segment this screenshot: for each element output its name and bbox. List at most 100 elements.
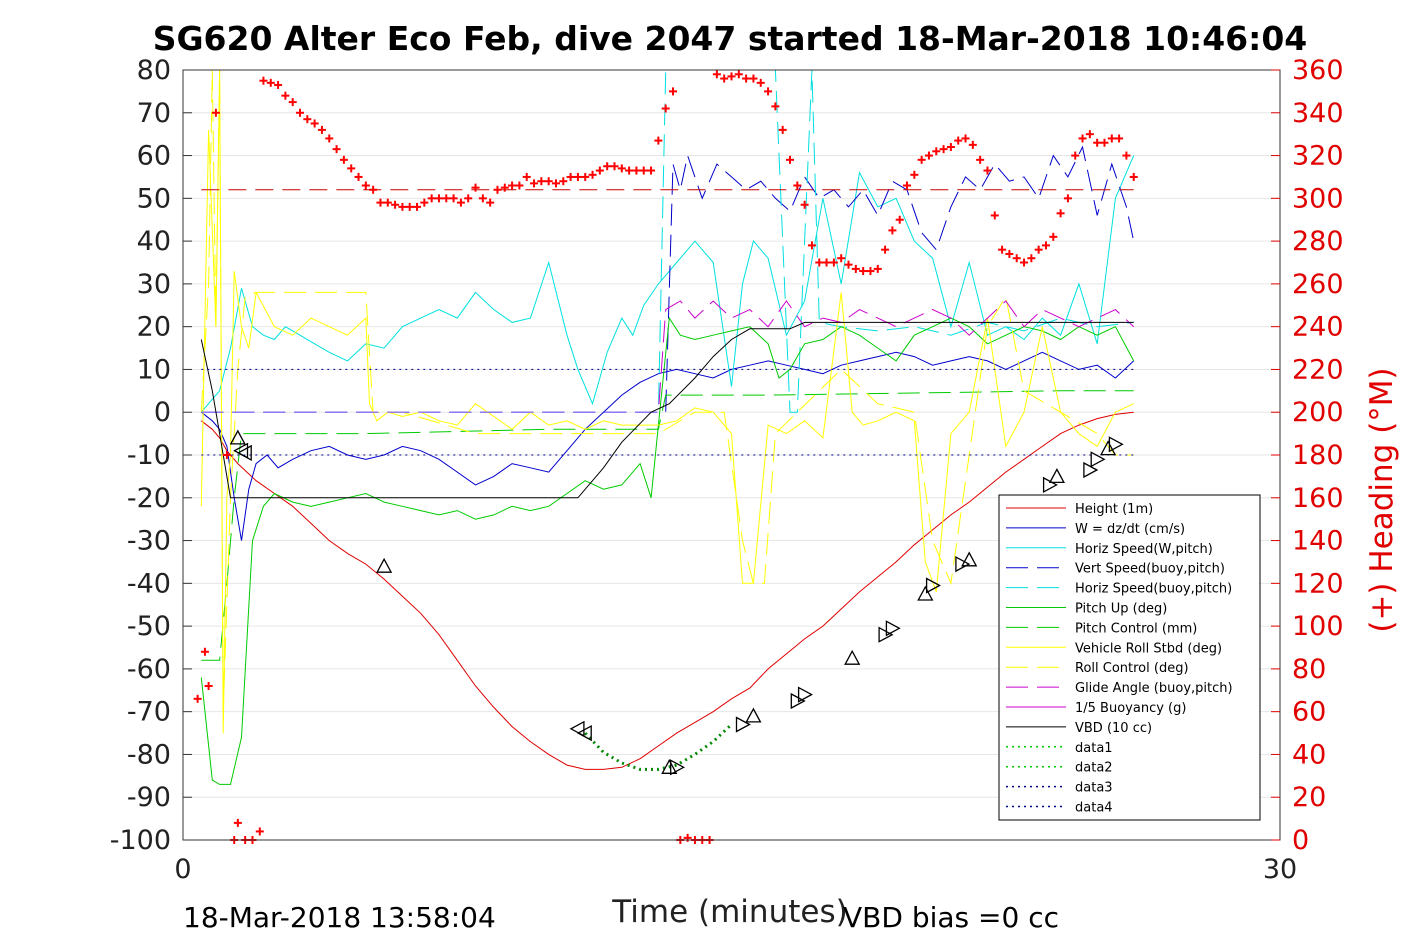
- x-axis-ticks: 0 30: [174, 854, 1297, 885]
- right-tick-label: 220: [1292, 354, 1344, 385]
- heading-point: [369, 185, 378, 194]
- heading-point: [434, 194, 443, 203]
- right-tick-label: 80: [1292, 654, 1326, 685]
- heading-point: [288, 98, 297, 107]
- heading-point: [1063, 194, 1072, 203]
- heading-point: [193, 694, 202, 703]
- left-tick-label: -10: [127, 440, 171, 471]
- legend-label: Vehicle Roll Stbd (deg): [1075, 641, 1222, 656]
- legend-label: data4: [1075, 801, 1113, 816]
- heading-point: [339, 155, 348, 164]
- heading-point: [551, 179, 560, 188]
- heading-point: [537, 177, 546, 186]
- triangle-marker: [1108, 436, 1124, 453]
- left-tick-label: -60: [127, 654, 171, 685]
- triangle-marker: [576, 725, 592, 742]
- heading-point: [581, 172, 590, 181]
- legend-label: Pitch Control (mm): [1075, 621, 1197, 636]
- triangle-marker: [1100, 440, 1117, 456]
- triangle-marker: [745, 707, 762, 723]
- legend-entry: W = dz/dt (cm/s): [1006, 522, 1185, 537]
- right-tick-label: 120: [1292, 568, 1344, 599]
- right-tick-label: 260: [1292, 269, 1344, 300]
- legend-entry: data2: [1006, 761, 1113, 776]
- left-tick-label: 70: [137, 98, 171, 129]
- x-tick-label: 0: [174, 854, 191, 885]
- right-tick-label: 340: [1292, 98, 1344, 129]
- legend-label: data1: [1075, 741, 1113, 756]
- heading-point: [449, 194, 458, 203]
- series-line-height: [200, 411, 1134, 770]
- heading-point: [771, 102, 780, 111]
- heading-point: [603, 162, 612, 171]
- left-tick-label: 10: [137, 354, 171, 385]
- heading-point: [566, 172, 575, 181]
- heading-point: [968, 140, 977, 149]
- heading-point: [764, 87, 773, 96]
- heading-point: [515, 181, 524, 190]
- heading-point: [903, 181, 912, 190]
- heading-point: [1012, 254, 1021, 263]
- legend-entry: Pitch Control (mm): [1006, 621, 1197, 636]
- series-line-horiz_w: [200, 155, 1135, 413]
- heading-point: [471, 183, 480, 192]
- heading-point: [255, 827, 264, 836]
- heading-point: [610, 162, 619, 171]
- series-line-vbd: [200, 321, 1134, 499]
- triangle-marker: [229, 429, 246, 445]
- triangle-marker: [1048, 468, 1065, 484]
- heading-point: [778, 125, 787, 134]
- heading-point: [1056, 209, 1065, 218]
- heading-point: [683, 833, 692, 842]
- heading-point: [647, 166, 656, 175]
- heading-point: [200, 647, 209, 656]
- heading-point: [895, 215, 904, 224]
- heading-point: [1129, 172, 1138, 181]
- heading-point: [932, 147, 941, 156]
- heading-point: [720, 74, 729, 83]
- legend-label: Glide Angle (buoy,pitch): [1075, 681, 1233, 696]
- right-tick-label: 100: [1292, 611, 1344, 642]
- legend-entry: VBD (10 cc): [1006, 721, 1152, 736]
- heading-point: [296, 108, 305, 117]
- left-tick-label: 50: [137, 183, 171, 214]
- heading-point: [829, 258, 838, 267]
- legend-entry: 1/5 Buoyancy (g): [1006, 701, 1186, 716]
- heading-point: [233, 818, 242, 827]
- triangle-marker: [670, 759, 686, 776]
- legend-box: [998, 494, 1261, 821]
- heading-point: [1100, 138, 1109, 147]
- legend-entry: Height (1m): [1006, 502, 1153, 517]
- triangle-marker: [917, 585, 934, 601]
- legend-label: Height (1m): [1075, 502, 1153, 517]
- left-tick-label: -90: [127, 782, 171, 813]
- heading-point: [1078, 134, 1087, 143]
- legend-label: Horiz Speed(buoy,pitch): [1075, 582, 1232, 597]
- heading-point: [486, 198, 495, 207]
- heading-point: [727, 72, 736, 81]
- heading-point: [317, 125, 326, 134]
- heading-point: [1115, 134, 1124, 143]
- heading-point: [990, 211, 999, 220]
- series-line-roll: [200, 69, 1134, 734]
- heading-point: [924, 151, 933, 160]
- left-tick-label: -20: [127, 483, 171, 514]
- heading-point: [522, 172, 531, 181]
- heading-point: [786, 155, 795, 164]
- heading-point: [420, 198, 429, 207]
- heading-point: [361, 181, 370, 190]
- heading-point: [939, 145, 948, 154]
- triangle-marker: [735, 716, 751, 733]
- heading-point: [1020, 258, 1029, 267]
- series-line-horiz_buoy: [201, 69, 1134, 413]
- left-tick-label: 30: [137, 269, 171, 300]
- legend-label: Vert Speed(buoy,pitch): [1075, 562, 1225, 577]
- legend-entry: Pitch Up (deg): [1006, 602, 1167, 617]
- heading-point: [559, 177, 568, 186]
- heading-point: [391, 200, 400, 209]
- right-axis-ticks: 3603403203002802602402202001801601401201…: [1271, 55, 1344, 856]
- legend-label: Pitch Up (deg): [1075, 602, 1167, 617]
- heading-point: [266, 78, 275, 87]
- heading-point: [354, 172, 363, 181]
- right-tick-label: 180: [1292, 440, 1344, 471]
